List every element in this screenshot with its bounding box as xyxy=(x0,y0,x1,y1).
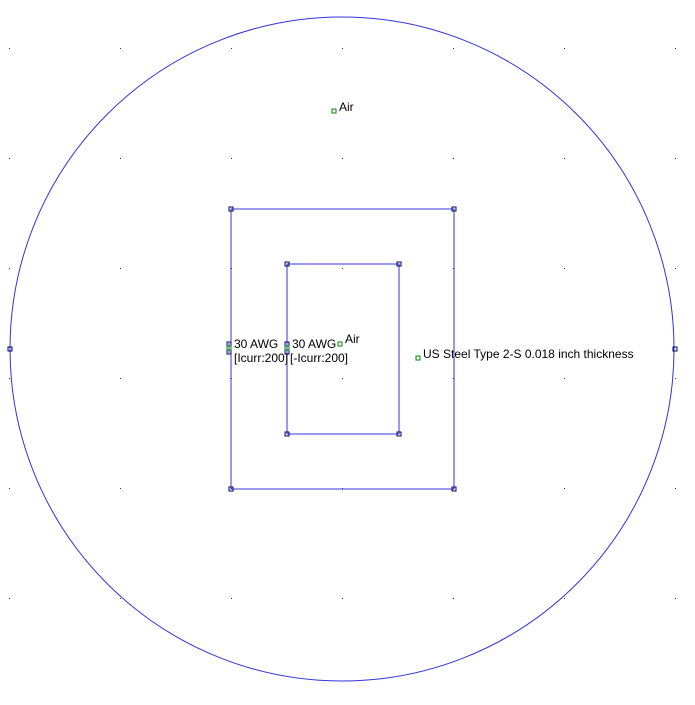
block-marker-steel[interactable] xyxy=(415,355,421,361)
grid-dot xyxy=(564,268,565,269)
grid-dot xyxy=(675,488,676,489)
block-marker-air-outer[interactable] xyxy=(331,108,337,114)
node-points xyxy=(7,206,678,492)
node-point[interactable] xyxy=(7,346,13,352)
grid-dot xyxy=(342,268,343,269)
grid-dot xyxy=(120,378,121,379)
block-marker-air-inner[interactable] xyxy=(337,341,343,347)
grid-dot xyxy=(564,378,565,379)
outer-boundary-circle[interactable] xyxy=(9,16,675,682)
node-point[interactable] xyxy=(672,346,678,352)
grid-dot xyxy=(120,268,121,269)
grid-dot xyxy=(564,158,565,159)
node-point[interactable] xyxy=(451,206,457,212)
grid-dot xyxy=(675,158,676,159)
grid-dot xyxy=(342,158,343,159)
node-point[interactable] xyxy=(451,486,457,492)
grid-dot xyxy=(9,268,10,269)
node-point[interactable] xyxy=(228,206,234,212)
grid-dot xyxy=(564,48,565,49)
label-coil-right-circuit: [-Icurr:200] xyxy=(290,351,348,365)
grid-dot xyxy=(9,48,10,49)
grid-dot xyxy=(120,598,121,599)
node-point[interactable] xyxy=(396,431,402,437)
grid-dot xyxy=(120,158,121,159)
grid-dot xyxy=(9,598,10,599)
block-marker-coil-left[interactable] xyxy=(226,345,232,351)
grid-dot xyxy=(9,488,10,489)
label-air-inner: Air xyxy=(345,332,360,346)
grid-dot xyxy=(231,158,232,159)
grid-dot xyxy=(453,48,454,49)
grid-dot xyxy=(675,378,676,379)
grid-dot xyxy=(675,598,676,599)
label-steel: US Steel Type 2-S 0.018 inch thickness xyxy=(423,347,634,361)
node-point[interactable] xyxy=(396,261,402,267)
grid-dot xyxy=(675,48,676,49)
block-marker-coil-right[interactable] xyxy=(284,345,290,351)
grid-dot xyxy=(453,598,454,599)
grid-dot xyxy=(342,378,343,379)
grid-dot xyxy=(9,158,10,159)
label-air-outer: Air xyxy=(339,100,354,114)
grid-dot xyxy=(342,598,343,599)
node-point[interactable] xyxy=(284,431,290,437)
label-coil-left-circuit: [Icurr:200] xyxy=(234,351,288,365)
label-coil-right-name: 30 AWG xyxy=(292,337,336,351)
grid-dot xyxy=(231,48,232,49)
grid-dot xyxy=(9,378,10,379)
grid-dot xyxy=(342,48,343,49)
grid-dot xyxy=(564,598,565,599)
grid-dot xyxy=(120,488,121,489)
node-point[interactable] xyxy=(228,486,234,492)
grid-dot xyxy=(675,268,676,269)
grid-dot xyxy=(120,48,121,49)
grid-dot xyxy=(231,598,232,599)
grid-dot xyxy=(453,158,454,159)
grid-dot xyxy=(564,488,565,489)
node-point[interactable] xyxy=(284,261,290,267)
label-coil-left-name: 30 AWG xyxy=(234,337,278,351)
